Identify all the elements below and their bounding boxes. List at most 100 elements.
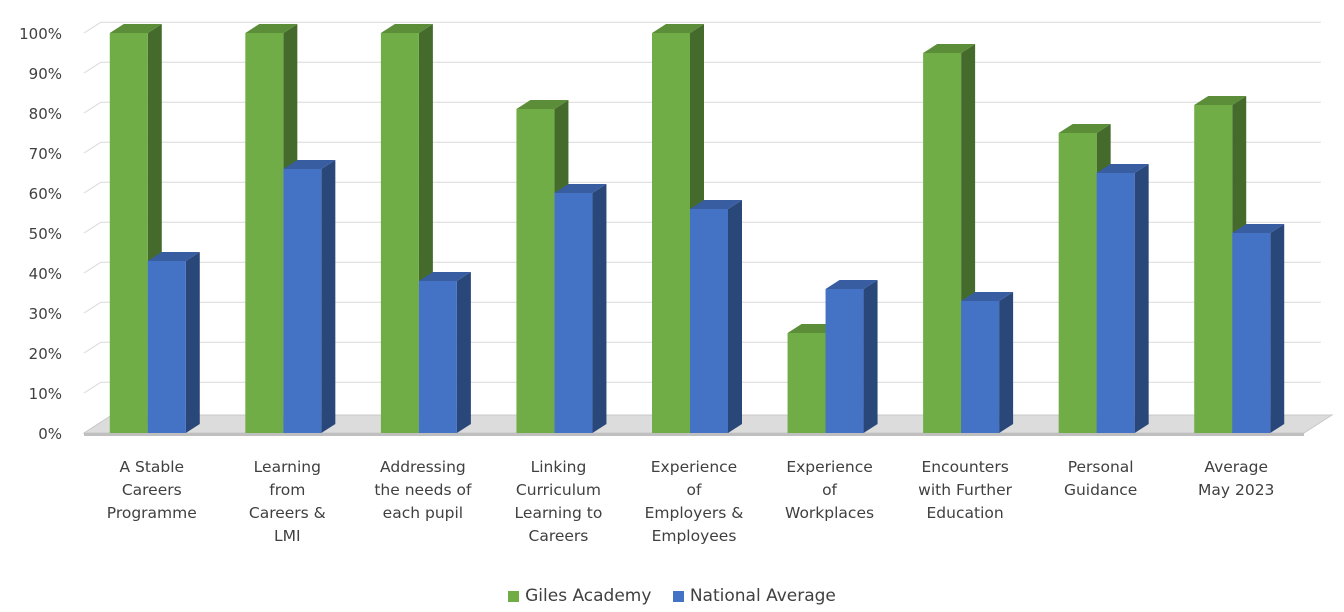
bar xyxy=(245,33,284,433)
gridline-side xyxy=(83,381,102,394)
bar-top xyxy=(923,44,976,53)
x-tick-label: Linking xyxy=(531,458,587,476)
bar xyxy=(1194,105,1233,433)
bar-side xyxy=(863,280,878,433)
gridline-side xyxy=(83,341,102,354)
y-tick-label: 10% xyxy=(29,385,62,403)
bar-side xyxy=(728,200,742,433)
bar-top xyxy=(961,292,1014,301)
bar-top xyxy=(690,200,742,209)
bar-side xyxy=(1134,164,1149,433)
bar-top xyxy=(554,184,607,193)
legend-swatch-national xyxy=(672,590,684,602)
x-tick-label: from xyxy=(269,481,305,499)
bar-side xyxy=(999,292,1014,433)
x-tick-label: Employees xyxy=(652,527,737,545)
y-tick-label: 100% xyxy=(19,25,62,43)
bar xyxy=(109,33,148,433)
y-tick-label: 70% xyxy=(29,145,62,163)
y-tick-label: 50% xyxy=(29,225,62,243)
legend-label-giles: Giles Academy xyxy=(525,586,652,606)
legend-swatch-giles xyxy=(508,590,520,602)
legend-item-giles: Giles Academy xyxy=(508,586,651,606)
bar-top xyxy=(245,24,298,33)
bar xyxy=(380,33,419,433)
legend: Giles Academy National Average xyxy=(0,586,1344,606)
x-tick-label: Learning xyxy=(254,458,321,476)
bar-top xyxy=(380,24,433,33)
gridline-side xyxy=(83,221,102,234)
x-tick-label: Curriculum xyxy=(516,481,601,499)
y-tick-label: 40% xyxy=(29,265,62,283)
bar xyxy=(418,281,457,433)
y-tick-label: 30% xyxy=(29,305,62,323)
gridline-side xyxy=(83,301,102,314)
x-tick-label: the needs of xyxy=(374,481,472,499)
bar-top xyxy=(516,100,569,109)
y-tick-label: 0% xyxy=(38,425,62,443)
bar-side xyxy=(321,160,336,433)
x-tick-label: LMI xyxy=(274,527,301,545)
x-tick-label: Education xyxy=(927,504,1004,522)
bar-side xyxy=(592,184,607,433)
x-tick-label: Average xyxy=(1204,458,1268,476)
gridline-side xyxy=(83,101,102,114)
x-tick-label: Employers & xyxy=(645,504,744,522)
y-tick-label: 80% xyxy=(29,105,62,123)
bar-top xyxy=(1058,124,1111,133)
bar xyxy=(652,33,690,433)
x-tick-label: Encounters xyxy=(921,458,1008,476)
x-tick-label: Experience xyxy=(786,458,872,476)
legend-label-national: National Average xyxy=(689,586,836,606)
legend-item-national: National Average xyxy=(672,586,836,606)
chart-floor-edge xyxy=(84,433,1304,436)
x-tick-label: Careers & xyxy=(249,504,326,522)
bar-top xyxy=(825,280,878,289)
bar-top xyxy=(1096,164,1149,173)
gridline-side xyxy=(83,21,102,34)
x-tick-label: of xyxy=(687,481,702,499)
x-tick-label: Workplaces xyxy=(785,504,874,522)
bar xyxy=(283,169,322,433)
bar xyxy=(1096,173,1135,433)
x-tick-label: Careers xyxy=(529,527,589,545)
bar-top xyxy=(418,272,471,281)
x-tick-label: of xyxy=(822,481,837,499)
bar xyxy=(961,301,1000,433)
gridline-side xyxy=(83,181,102,194)
x-tick-label: Programme xyxy=(107,504,197,522)
bar xyxy=(690,209,728,433)
x-tick-label: Guidance xyxy=(1064,481,1137,499)
bar-side xyxy=(185,252,200,433)
x-tick-label: Experience xyxy=(651,458,737,476)
gridline-side xyxy=(83,61,102,74)
x-tick-label: May 2023 xyxy=(1198,481,1274,499)
bar-side xyxy=(1270,224,1285,433)
bar-top xyxy=(1194,96,1247,105)
gridline-side xyxy=(83,261,102,274)
y-tick-label: 60% xyxy=(29,185,62,203)
bar-top xyxy=(147,252,200,261)
x-tick-label: A Stable xyxy=(119,458,184,476)
bar xyxy=(147,261,186,433)
bar-chart-svg: 0% 10% 20% 30% 40% 50% 60% 70% 80% 90% 100% A Stabl… xyxy=(19,21,1334,545)
bar xyxy=(923,53,962,433)
x-tick-label: Careers xyxy=(122,481,182,499)
bar xyxy=(554,193,593,433)
bar-top xyxy=(1232,224,1285,233)
y-tick-label: 20% xyxy=(29,345,62,363)
x-tick-label: Learning to xyxy=(515,504,603,522)
bar-top xyxy=(283,160,336,169)
bar-top xyxy=(652,24,704,33)
bar xyxy=(825,289,864,433)
x-tick-label: each pupil xyxy=(383,504,463,522)
x-tick-label: with Further xyxy=(918,481,1013,499)
bar-top xyxy=(109,24,162,33)
bar xyxy=(1058,133,1097,433)
x-tick-label: Addressing xyxy=(380,458,466,476)
x-tick-label: Personal xyxy=(1068,458,1134,476)
bar xyxy=(1232,233,1271,433)
y-tick-label: 90% xyxy=(29,65,62,83)
bar xyxy=(516,109,555,433)
